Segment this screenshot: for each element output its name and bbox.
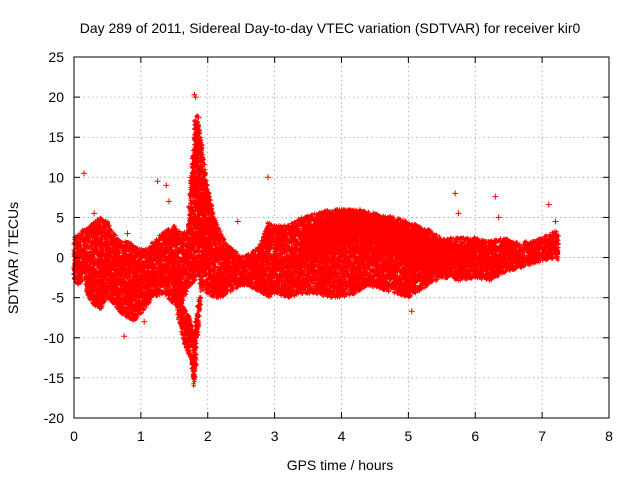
spike-point bbox=[492, 193, 499, 200]
x-tick-label: 7 bbox=[538, 428, 546, 444]
y-tick-label: 0 bbox=[56, 250, 64, 266]
spike-point bbox=[192, 94, 199, 101]
spike-point bbox=[154, 178, 161, 185]
x-tick-label: 4 bbox=[338, 428, 346, 444]
spike-point bbox=[141, 318, 148, 325]
y-tick-label: 25 bbox=[48, 49, 64, 65]
x-tick-label: 5 bbox=[404, 428, 412, 444]
data-layer bbox=[71, 91, 561, 388]
spike-point bbox=[163, 182, 170, 189]
spike-point bbox=[81, 170, 87, 177]
spike-point bbox=[455, 210, 462, 217]
x-tick-label: 6 bbox=[471, 428, 479, 444]
chart-title: Day 289 of 2011, Sidereal Day-to-day VTE… bbox=[80, 20, 581, 36]
y-axis-label: SDTVAR / TECUs bbox=[5, 202, 21, 314]
x-tick-label: 1 bbox=[137, 428, 145, 444]
spike-point bbox=[234, 218, 241, 225]
y-tick-label: 5 bbox=[56, 209, 64, 225]
spike-point bbox=[166, 198, 172, 205]
y-tick-label: 15 bbox=[48, 129, 64, 145]
x-tick-label: 8 bbox=[605, 428, 613, 444]
spike-point bbox=[408, 308, 415, 315]
spike-point bbox=[321, 290, 328, 297]
x-tick-label: 3 bbox=[271, 428, 279, 444]
spike-point bbox=[552, 218, 559, 225]
y-tick-label: -5 bbox=[52, 290, 65, 306]
x-tick-label: 2 bbox=[204, 428, 212, 444]
y-tick-label: -10 bbox=[44, 330, 64, 346]
series-negative-excursion-t-1-5-1-9-h bbox=[171, 279, 204, 388]
spike-point bbox=[452, 190, 459, 197]
spike-point bbox=[121, 333, 128, 340]
series-upper-band-t-3-5-5-0-h bbox=[305, 207, 478, 276]
spike-point bbox=[264, 174, 271, 181]
y-tick-label: 10 bbox=[48, 169, 64, 185]
y-tick-label: 20 bbox=[48, 89, 64, 105]
y-tick-label: -15 bbox=[44, 370, 64, 386]
x-axis-label: GPS time / hours bbox=[287, 457, 394, 473]
spike-point bbox=[195, 114, 202, 121]
spike-point bbox=[124, 230, 131, 237]
spike-point bbox=[91, 210, 98, 217]
axis-layer: 0 1 2 3 4 5 6 7 8 -20 -15 -10 -5 0 5 10 15 20 25 bbox=[44, 49, 613, 444]
spike-point bbox=[545, 201, 552, 208]
spike-point bbox=[495, 214, 502, 221]
y-tick-label: -20 bbox=[44, 410, 64, 426]
x-tick-label: 0 bbox=[70, 428, 78, 444]
